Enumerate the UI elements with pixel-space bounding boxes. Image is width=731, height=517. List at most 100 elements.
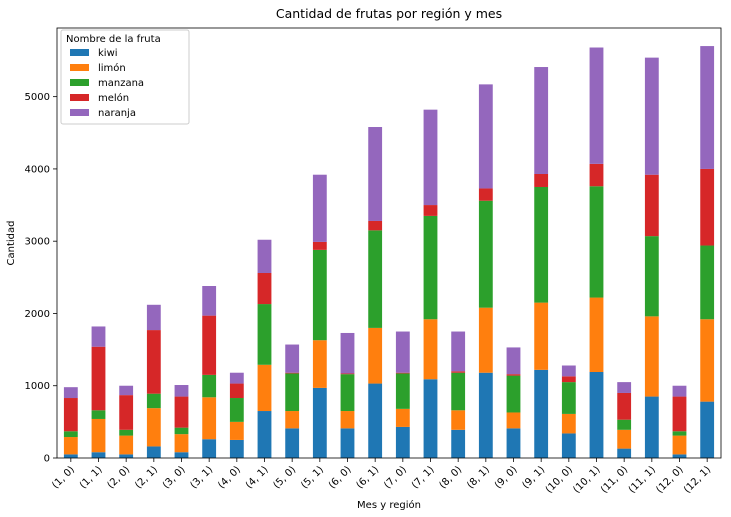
x-tick-label: (3, 0) (161, 464, 188, 491)
bar-melón-4 (174, 396, 189, 428)
bar-kiwi-16 (506, 428, 521, 458)
legend-swatch-manzana (70, 79, 89, 86)
bar-melón-10 (340, 373, 355, 375)
y-tick-label: 4000 (25, 164, 50, 175)
plot-frame (56, 27, 722, 459)
y-tick-label: 0 (44, 454, 50, 465)
x-axis: (1, 0) (1, 1) (2, 0) (2, 1) (3, 0) (3, 1) (4, … (50, 458, 713, 496)
bar-limón-17 (534, 302, 549, 370)
bar-limón-11 (368, 327, 383, 384)
x-axis-label: Mes y región (357, 499, 421, 511)
bar-limón-23 (700, 319, 715, 402)
bar-naranja-17 (534, 67, 549, 174)
bar-kiwi-5 (202, 439, 217, 458)
bar-kiwi-9 (312, 387, 327, 458)
bar-naranja-21 (644, 57, 659, 175)
bar-melón-19 (589, 163, 604, 187)
bar-naranja-7 (257, 239, 272, 273)
bar-melón-11 (368, 220, 383, 231)
bar-manzana-11 (368, 230, 383, 328)
x-tick-label: (9, 0) (493, 464, 520, 491)
bar-naranja-16 (506, 347, 521, 375)
bar-manzana-12 (395, 373, 410, 409)
bar-naranja-14 (451, 331, 466, 372)
bar-naranja-5 (202, 286, 217, 316)
legend-entry-limón: limón (98, 62, 126, 74)
bar-manzana-5 (202, 374, 217, 398)
bar-limón-20 (617, 429, 632, 449)
bar-naranja-12 (395, 331, 410, 373)
bar-limón-21 (644, 316, 659, 397)
bar-kiwi-18 (561, 433, 576, 458)
bar-naranja-13 (423, 109, 438, 206)
bar-melón-0 (63, 398, 78, 432)
bar-manzana-6 (229, 398, 244, 422)
bar-naranja-0 (63, 387, 78, 399)
bar-limón-22 (672, 435, 687, 455)
bar-naranja-2 (119, 385, 134, 396)
x-tick-label: (2, 1) (133, 464, 160, 491)
bar-naranja-3 (146, 304, 161, 331)
legend-title: Nombre de la fruta (66, 34, 161, 45)
x-tick-label: (7, 0) (382, 464, 409, 491)
bar-limón-0 (63, 437, 78, 455)
bar-limón-3 (146, 408, 161, 447)
bar-limón-9 (312, 340, 327, 388)
bar-kiwi-4 (174, 452, 189, 458)
bar-manzana-0 (63, 431, 78, 438)
bar-limón-14 (451, 410, 466, 430)
bar-melón-15 (478, 188, 493, 201)
bar-melón-6 (229, 383, 244, 399)
bar-manzana-8 (285, 373, 300, 412)
bar-naranja-23 (700, 46, 715, 169)
legend: Nombre de la fruta kiwi limón manzana melón… (60, 29, 190, 125)
x-tick-label: (6, 1) (354, 464, 381, 491)
bar-naranja-20 (617, 382, 632, 393)
bar-naranja-6 (229, 372, 244, 384)
bar-kiwi-8 (285, 428, 300, 458)
x-tick-label: (12, 0) (654, 464, 685, 495)
bar-melón-22 (672, 396, 687, 432)
y-tick-label: 2000 (25, 309, 50, 320)
bar-manzana-14 (451, 372, 466, 411)
bar-naranja-4 (174, 385, 189, 397)
bar-manzana-3 (146, 393, 161, 409)
bar-limón-13 (423, 319, 438, 380)
bar-kiwi-7 (257, 411, 272, 458)
bar-manzana-19 (589, 186, 604, 298)
bar-manzana-10 (340, 374, 355, 412)
bar-naranja-1 (91, 326, 106, 347)
bar-manzana-1 (91, 410, 106, 419)
bar-manzana-20 (617, 419, 632, 430)
legend-swatch-naranja (70, 109, 89, 116)
bar-limón-10 (340, 411, 355, 429)
bar-melón-9 (312, 241, 327, 250)
bar-manzana-7 (257, 304, 272, 365)
legend-swatch-limón (70, 64, 89, 71)
bar-manzana-4 (174, 427, 189, 435)
bar-limón-15 (478, 307, 493, 373)
x-tick-label: (5, 1) (299, 464, 326, 491)
bar-kiwi-20 (617, 448, 632, 458)
bar-kiwi-15 (478, 372, 493, 458)
bar-manzana-2 (119, 429, 134, 436)
bar-manzana-13 (423, 215, 438, 320)
x-tick-label: (11, 1) (627, 464, 658, 495)
legend-swatch-kiwi (70, 49, 89, 56)
bar-limón-12 (395, 408, 410, 427)
legend-swatch-melón (70, 94, 89, 101)
bar-kiwi-13 (423, 379, 438, 458)
x-tick-label: (5, 0) (271, 464, 298, 491)
y-axis: 0 1000 2000 3000 4000 5000 (25, 92, 57, 465)
bar-melón-13 (423, 205, 438, 216)
bar-manzana-21 (644, 236, 659, 317)
y-tick-label: 3000 (25, 237, 50, 248)
legend-entry-naranja: naranja (98, 108, 136, 119)
x-tick-label: (4, 1) (244, 464, 271, 491)
x-tick-label: (7, 1) (410, 464, 437, 491)
y-axis-label: Cantidad (6, 221, 17, 266)
bar-melón-21 (644, 174, 659, 237)
x-tick-label: (10, 1) (571, 464, 602, 495)
bar-melón-20 (617, 392, 632, 420)
bar-manzana-23 (700, 245, 715, 320)
